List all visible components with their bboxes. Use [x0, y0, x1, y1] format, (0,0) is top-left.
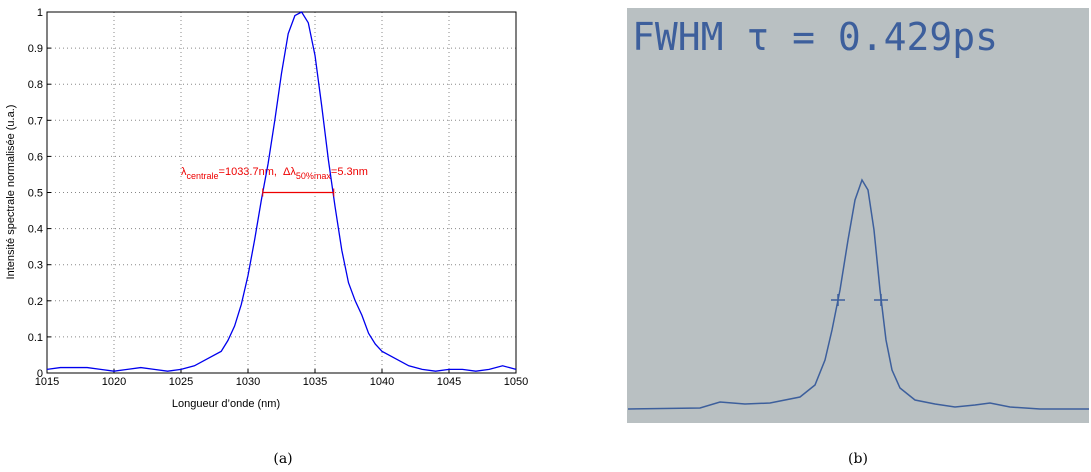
annotation-part: =5.3nm — [331, 166, 368, 178]
annotation-part: =1033.7nm, Δλ — [219, 166, 297, 178]
caption: (b) — [848, 451, 868, 467]
x-tick-label: 1050 — [504, 376, 528, 388]
screen-photo — [627, 8, 1089, 423]
annotation-sub: centrale — [187, 171, 219, 181]
x-tick-label: 1020 — [102, 376, 126, 388]
x-tick-label: 1035 — [303, 376, 327, 388]
y-tick-label: 0.5 — [28, 188, 43, 200]
y-tick-label: 0.3 — [28, 260, 43, 272]
y-tick-label: 0.9 — [28, 43, 43, 55]
caption: (a) — [273, 451, 292, 467]
y-tick-label: 0.7 — [28, 115, 43, 127]
plot-frame — [46, 11, 517, 374]
y-tick-label: 0.6 — [28, 151, 43, 163]
screen-fwhm-marks — [831, 294, 888, 306]
panel-b: FWHM τ = 0.429ps — [627, 8, 1089, 423]
screen-readout: FWHM τ = 0.429ps — [632, 15, 998, 59]
x-tick-label: 1030 — [236, 376, 260, 388]
screen-trace — [627, 178, 1089, 410]
spectrum-line — [46, 11, 517, 372]
x-tick-label: 1040 — [370, 376, 394, 388]
x-tick-label: 1045 — [437, 376, 461, 388]
y-axis-label: Intensité spectrale normalisée (u.a.) — [5, 105, 17, 280]
y-tick-label: 0.8 — [28, 79, 43, 91]
y-tick-label: 0.1 — [28, 332, 43, 344]
annotation-part: λ — [181, 166, 187, 178]
y-tick-label: 0.2 — [28, 296, 43, 308]
y-tick-label: 1 — [37, 7, 43, 19]
annotation-sub: 50%max — [296, 171, 332, 181]
x-tick-label: 1015 — [35, 376, 59, 388]
y-tick-label: 0.4 — [28, 224, 43, 236]
annotation: λcentrale=1033.7nm, Δλ50%max=5.3nm — [181, 166, 368, 181]
y-tick-label: 0 — [37, 368, 43, 380]
x-axis-label: Longueur d’onde (nm) — [172, 398, 280, 410]
x-tick-label: 1025 — [169, 376, 193, 388]
